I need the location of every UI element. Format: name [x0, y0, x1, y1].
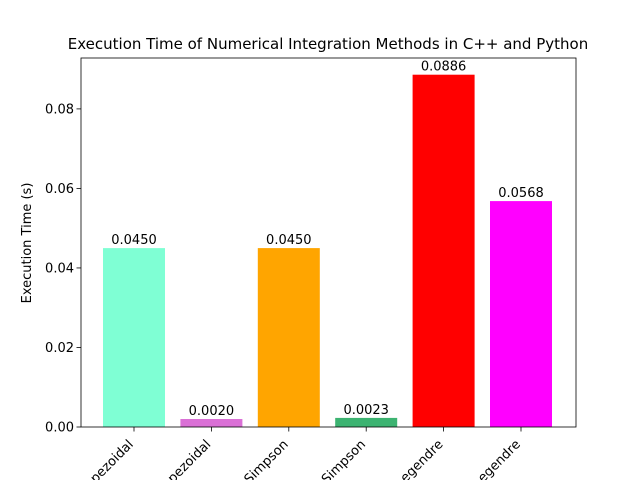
bar-value-label-5: 0.0886 [421, 60, 467, 75]
y-tick-label-2: 0.02 [45, 341, 74, 356]
bar-value-label-2: 0.0020 [189, 404, 235, 419]
bar-1 [103, 248, 165, 427]
bar-6 [490, 201, 552, 427]
bar-3 [257, 248, 320, 427]
bar-value-label-6: 0.0568 [498, 186, 544, 201]
x-tick-label-6: egendre [475, 437, 524, 480]
chart-title: Execution Time of Numerical Integration … [68, 35, 588, 53]
bar-value-label-1: 0.0450 [111, 233, 157, 248]
x-tick-label-2: pezoidal [165, 437, 214, 480]
y-tick-label-4: 0.06 [45, 182, 74, 197]
y-tick-label-5: 0.08 [45, 102, 74, 117]
x-tick-label-3: Simpson [242, 437, 292, 480]
y-tick-label-1: 0.00 [45, 421, 74, 436]
y-axis-label: Execution Time (s) [20, 183, 35, 304]
x-tick-label-5: egendre [398, 437, 447, 480]
y-tick-label-3: 0.04 [45, 261, 74, 276]
plot-area: 0.0450 pezoidal 0.0020 pezoidal 0.0450 Simpso… [45, 57, 577, 480]
bar-4 [335, 417, 398, 427]
bar-value-label-4: 0.0023 [343, 403, 389, 418]
bar-2 [180, 419, 243, 427]
x-tick-label-4: Simpson [319, 437, 369, 480]
axes-frame [80, 57, 577, 428]
bar-value-label-3: 0.0450 [266, 233, 312, 248]
bar-5 [412, 74, 475, 427]
x-tick-label-1: pezoidal [88, 437, 137, 480]
